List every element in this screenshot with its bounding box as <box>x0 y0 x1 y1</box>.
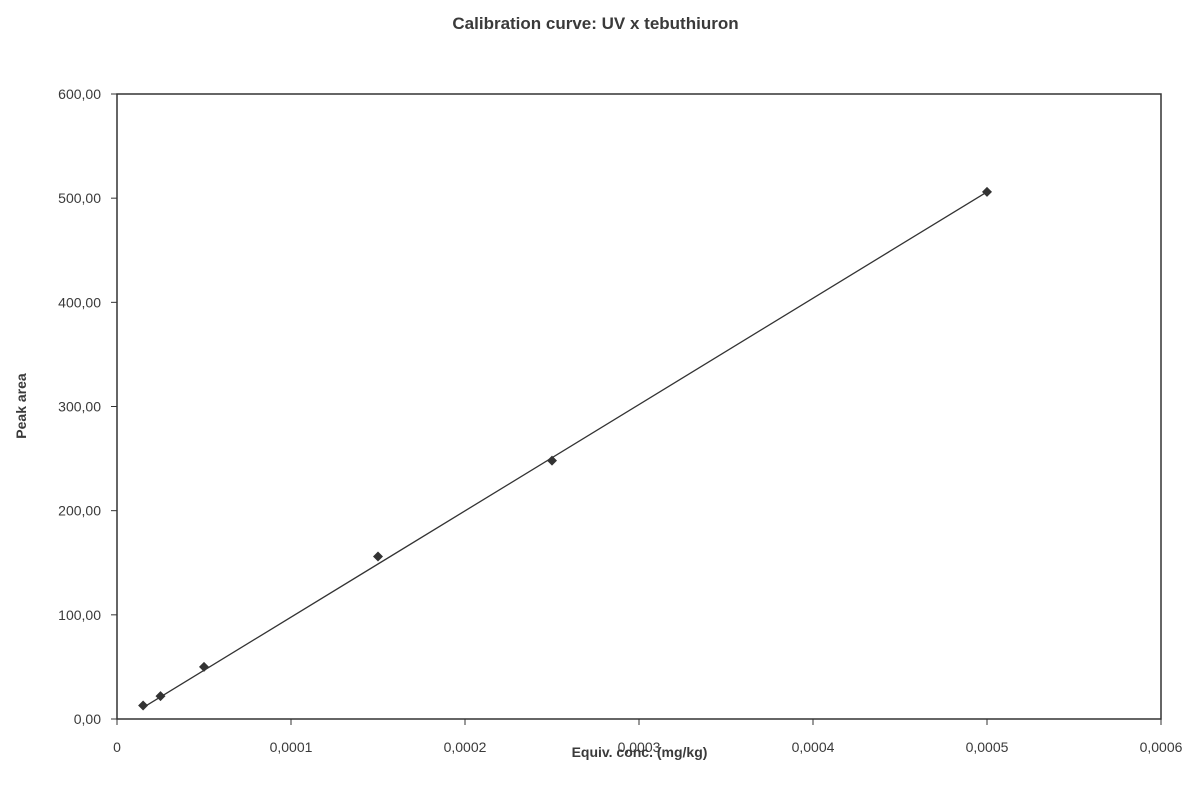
data-point-marker <box>373 551 383 562</box>
y-tick-label: 200,00 <box>58 503 101 519</box>
y-tick-label: 100,00 <box>58 607 101 623</box>
trendline-layer <box>142 191 988 709</box>
y-tick-label: 600,00 <box>58 86 101 102</box>
x-tick-label: 0,0005 <box>966 739 1009 755</box>
x-tick-label: 0,0001 <box>270 739 313 755</box>
data-point-marker <box>199 661 209 672</box>
data-point-marker <box>982 186 992 197</box>
x-tick-label: 0,0003 <box>618 739 661 755</box>
x-tick-label: 0,0006 <box>1140 739 1183 755</box>
y-tick-label: 0,00 <box>74 711 101 727</box>
y-axis-title: Peak area <box>13 373 29 439</box>
plot-area-border <box>116 93 1162 720</box>
x-axis-title: Equiv. conc. (mg/kg) <box>571 744 708 760</box>
data-points-layer <box>138 186 992 711</box>
x-tick-label: 0,0002 <box>444 739 487 755</box>
data-point-marker <box>155 691 166 702</box>
x-tick-label: 0 <box>113 739 121 755</box>
y-tick-label: 500,00 <box>58 190 101 206</box>
y-tick-label: 400,00 <box>58 294 101 310</box>
x-axis-ticks: 0 0,0001 0,0002 0,0003 0,0004 0,0005 0,0006 <box>113 719 1183 755</box>
y-axis-ticks: 0,00 100,00 200,00 300,00 400,00 500,00 600,00 <box>58 86 117 727</box>
data-point-marker <box>138 700 149 711</box>
trendline <box>142 191 988 709</box>
chart-title: Calibration curve: UV x tebuthiuron <box>452 14 739 33</box>
x-tick-label: 0,0004 <box>792 739 835 755</box>
y-tick-label: 300,00 <box>58 399 101 415</box>
data-point-marker <box>547 455 557 466</box>
